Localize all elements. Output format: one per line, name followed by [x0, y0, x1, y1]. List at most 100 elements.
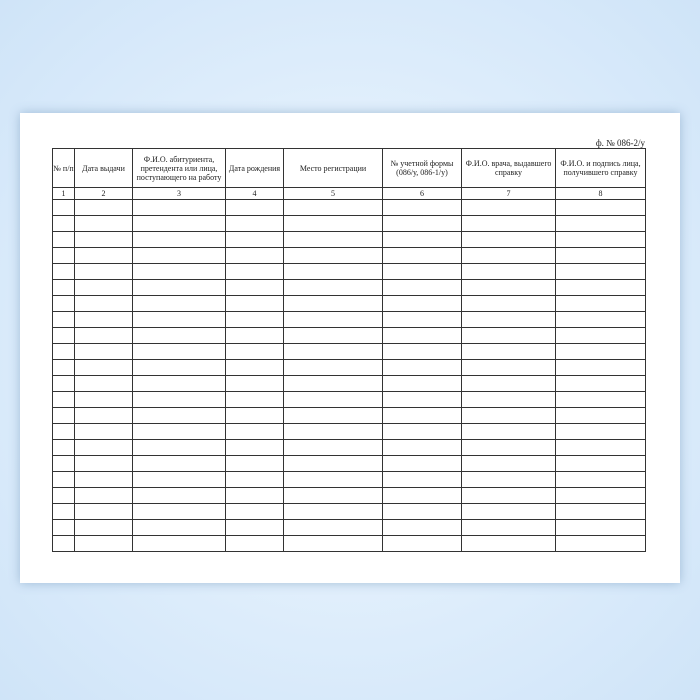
- table-cell: [555, 247, 646, 264]
- table-row: [52, 503, 646, 520]
- table-cell: [461, 471, 556, 488]
- table-cell: [52, 327, 75, 344]
- table-cell: [382, 487, 462, 504]
- table-cell: [461, 519, 556, 536]
- table-cell: [461, 343, 556, 360]
- column-number: 6: [382, 187, 462, 200]
- table-cell: [74, 343, 133, 360]
- table-cell: [132, 231, 226, 248]
- table-cell: [555, 343, 646, 360]
- table-cell: [132, 311, 226, 328]
- table-cell: [52, 487, 75, 504]
- table-cell: [225, 215, 284, 232]
- table-cell: [283, 375, 383, 392]
- table-row: [52, 215, 646, 232]
- table-cell: [132, 503, 226, 520]
- table-row: [52, 455, 646, 472]
- column-header: Место регистрации: [283, 148, 383, 188]
- table-cell: [283, 519, 383, 536]
- column-number: 2: [74, 187, 133, 200]
- table-cell: [74, 391, 133, 408]
- table-cell: [555, 295, 646, 312]
- table-cell: [225, 423, 284, 440]
- table-cell: [52, 311, 75, 328]
- table-cell: [52, 391, 75, 408]
- table-cell: [283, 231, 383, 248]
- table-cell: [74, 247, 133, 264]
- table-row: [52, 375, 646, 392]
- table-row: [52, 247, 646, 264]
- table-cell: [382, 391, 462, 408]
- table-cell: [461, 247, 556, 264]
- table-cell: [52, 343, 75, 360]
- table-cell: [283, 327, 383, 344]
- column-header: № п/п: [52, 148, 75, 188]
- table-cell: [555, 279, 646, 296]
- table-cell: [52, 247, 75, 264]
- table-cell: [461, 231, 556, 248]
- table-row: [52, 327, 646, 344]
- column-header: № учетной формы (086/у, 086-1/у): [382, 148, 462, 188]
- table-cell: [74, 519, 133, 536]
- table-cell: [555, 199, 646, 216]
- table-cell: [382, 503, 462, 520]
- table-cell: [461, 535, 556, 552]
- table-cell: [52, 231, 75, 248]
- column-number: 7: [461, 187, 556, 200]
- table-cell: [555, 391, 646, 408]
- table-cell: [461, 503, 556, 520]
- table-cell: [283, 199, 383, 216]
- table-cell: [52, 359, 75, 376]
- table-cell: [461, 295, 556, 312]
- table-cell: [461, 455, 556, 472]
- table-cell: [382, 343, 462, 360]
- table-cell: [132, 247, 226, 264]
- table-row: [52, 391, 646, 408]
- table-cell: [132, 263, 226, 280]
- table-cell: [225, 359, 284, 376]
- table-cell: [225, 343, 284, 360]
- table-cell: [74, 471, 133, 488]
- table-cell: [283, 439, 383, 456]
- table-cell: [283, 247, 383, 264]
- table-cell: [132, 455, 226, 472]
- table-cell: [225, 487, 284, 504]
- table-cell: [74, 199, 133, 216]
- table-cell: [461, 215, 556, 232]
- table-cell: [52, 295, 75, 312]
- form-sheet: ф. № 086-2/у № п/п Дата выдачи Ф.И.О. абит…: [20, 113, 680, 583]
- table-cell: [132, 375, 226, 392]
- form-number: ф. № 086-2/у: [595, 138, 645, 148]
- table-cell: [283, 263, 383, 280]
- table-cell: [225, 455, 284, 472]
- table-cell: [382, 263, 462, 280]
- table-row: [52, 199, 646, 216]
- table-row: [52, 359, 646, 376]
- table-cell: [461, 407, 556, 424]
- table-cell: [283, 343, 383, 360]
- table-cell: [382, 231, 462, 248]
- table-cell: [132, 407, 226, 424]
- table-cell: [74, 327, 133, 344]
- table-cell: [132, 471, 226, 488]
- table-cell: [225, 231, 284, 248]
- table-cell: [74, 263, 133, 280]
- table-cell: [74, 439, 133, 456]
- table-cell: [382, 311, 462, 328]
- table-cell: [52, 215, 75, 232]
- column-number: 3: [132, 187, 226, 200]
- table-cell: [74, 359, 133, 376]
- table-cell: [52, 263, 75, 280]
- table-cell: [225, 311, 284, 328]
- table-row: [52, 263, 646, 280]
- table-cell: [283, 503, 383, 520]
- table-cell: [555, 327, 646, 344]
- table-row: [52, 407, 646, 424]
- table-cell: [132, 295, 226, 312]
- table-cell: [52, 423, 75, 440]
- table-cell: [132, 439, 226, 456]
- table-cell: [382, 295, 462, 312]
- table-row: [52, 487, 646, 504]
- table-cell: [461, 263, 556, 280]
- table-cell: [225, 439, 284, 456]
